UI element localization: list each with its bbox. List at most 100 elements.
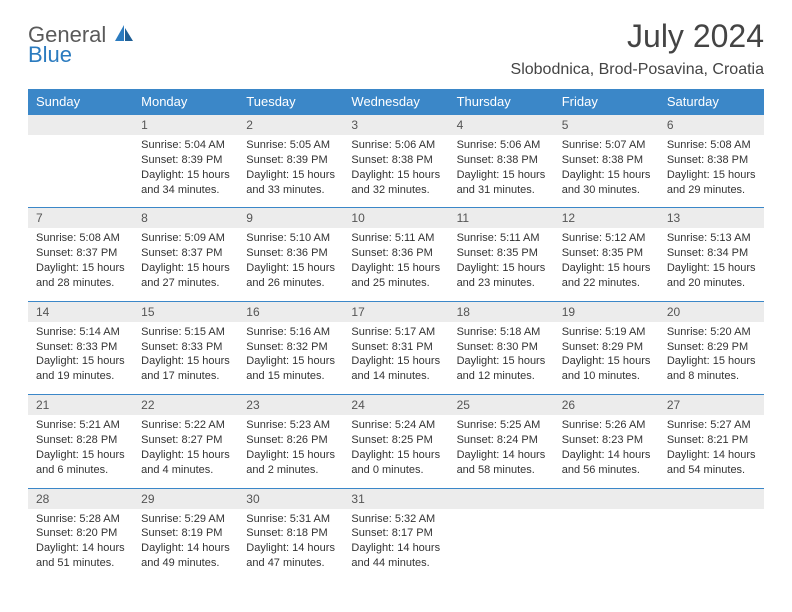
calendar-page: General Blue July 2024 Slobodnica, Brod-… [0,0,792,599]
day-line: Daylight: 15 hours [667,261,756,276]
day-cell: Sunrise: 5:26 AMSunset: 8:23 PMDaylight:… [554,415,659,488]
sail-icon [114,24,134,42]
day-line: Sunset: 8:38 PM [351,153,440,168]
day-line: Daylight: 15 hours [457,168,546,183]
day-line: Sunset: 8:36 PM [351,246,440,261]
day-line: Sunset: 8:26 PM [246,433,335,448]
day-line: Sunrise: 5:17 AM [351,325,440,340]
day-line: Sunrise: 5:28 AM [36,512,125,527]
day-line: Daylight: 15 hours [141,261,230,276]
day-cell: Sunrise: 5:32 AMSunset: 8:17 PMDaylight:… [343,509,448,581]
day-line: and 25 minutes. [351,276,440,291]
day-line: Daylight: 15 hours [351,261,440,276]
day-number: 17 [343,301,448,322]
day-number: 16 [238,301,343,322]
day-number: 10 [343,208,448,229]
day-number: 19 [554,301,659,322]
day-content-row: Sunrise: 5:04 AMSunset: 8:39 PMDaylight:… [28,135,764,208]
day-number-row: 123456 [28,115,764,136]
day-number: 18 [449,301,554,322]
day-line: Sunset: 8:19 PM [141,526,230,541]
day-cell: Sunrise: 5:08 AMSunset: 8:37 PMDaylight:… [28,228,133,301]
day-number: 29 [133,488,238,509]
day-number: 23 [238,395,343,416]
day-line: Daylight: 15 hours [562,168,651,183]
day-cell: Sunrise: 5:09 AMSunset: 8:37 PMDaylight:… [133,228,238,301]
day-line: and 8 minutes. [667,369,756,384]
day-line: Sunset: 8:35 PM [457,246,546,261]
logo-accent: Blue [28,44,134,66]
day-cell: Sunrise: 5:27 AMSunset: 8:21 PMDaylight:… [659,415,764,488]
day-cell: Sunrise: 5:07 AMSunset: 8:38 PMDaylight:… [554,135,659,208]
day-line: and 31 minutes. [457,183,546,198]
calendar-body: 123456Sunrise: 5:04 AMSunset: 8:39 PMDay… [28,115,764,581]
day-cell [28,135,133,208]
day-line: Sunset: 8:36 PM [246,246,335,261]
day-number-row: 14151617181920 [28,301,764,322]
day-line: Daylight: 15 hours [246,448,335,463]
day-number: 3 [343,115,448,136]
day-number: 15 [133,301,238,322]
day-content-row: Sunrise: 5:28 AMSunset: 8:20 PMDaylight:… [28,509,764,581]
day-number [28,115,133,136]
day-line: Sunrise: 5:10 AM [246,231,335,246]
day-line: Sunrise: 5:32 AM [351,512,440,527]
day-line: Daylight: 14 hours [36,541,125,556]
day-cell [449,509,554,581]
day-cell: Sunrise: 5:24 AMSunset: 8:25 PMDaylight:… [343,415,448,488]
day-line: Sunrise: 5:12 AM [562,231,651,246]
day-number [659,488,764,509]
day-line: Daylight: 15 hours [351,354,440,369]
header: General Blue July 2024 Slobodnica, Brod-… [28,18,764,79]
day-cell: Sunrise: 5:23 AMSunset: 8:26 PMDaylight:… [238,415,343,488]
day-line: Daylight: 14 hours [351,541,440,556]
day-line: and 19 minutes. [36,369,125,384]
day-line: Daylight: 15 hours [36,261,125,276]
day-line: Sunset: 8:38 PM [562,153,651,168]
day-line: Sunset: 8:23 PM [562,433,651,448]
day-line: Daylight: 14 hours [457,448,546,463]
day-cell: Sunrise: 5:05 AMSunset: 8:39 PMDaylight:… [238,135,343,208]
day-line: Sunset: 8:37 PM [141,246,230,261]
day-header: Tuesday [238,89,343,115]
day-line: and 33 minutes. [246,183,335,198]
day-line: Sunrise: 5:14 AM [36,325,125,340]
day-line: Sunset: 8:24 PM [457,433,546,448]
day-line: Sunrise: 5:25 AM [457,418,546,433]
day-cell: Sunrise: 5:18 AMSunset: 8:30 PMDaylight:… [449,322,554,395]
day-line: Sunset: 8:25 PM [351,433,440,448]
day-line: and 34 minutes. [141,183,230,198]
day-line: Sunrise: 5:21 AM [36,418,125,433]
day-line: Daylight: 15 hours [36,354,125,369]
day-line: and 12 minutes. [457,369,546,384]
day-line: Sunset: 8:17 PM [351,526,440,541]
logo-text: General Blue [28,24,134,66]
day-line: Sunrise: 5:19 AM [562,325,651,340]
day-line: Sunset: 8:30 PM [457,340,546,355]
day-line: Sunset: 8:39 PM [246,153,335,168]
day-line: and 54 minutes. [667,463,756,478]
day-number: 24 [343,395,448,416]
day-line: Sunset: 8:39 PM [141,153,230,168]
day-line: Daylight: 15 hours [246,168,335,183]
day-line: Daylight: 15 hours [667,354,756,369]
day-cell: Sunrise: 5:06 AMSunset: 8:38 PMDaylight:… [343,135,448,208]
day-line: Sunset: 8:27 PM [141,433,230,448]
day-number: 20 [659,301,764,322]
day-line: Sunset: 8:28 PM [36,433,125,448]
day-line: Sunrise: 5:13 AM [667,231,756,246]
day-line: Sunset: 8:33 PM [141,340,230,355]
day-line: Sunrise: 5:16 AM [246,325,335,340]
day-line: Daylight: 15 hours [351,168,440,183]
day-content-row: Sunrise: 5:21 AMSunset: 8:28 PM Daylight:… [28,415,764,488]
day-line: Sunset: 8:31 PM [351,340,440,355]
calendar-table: Sunday Monday Tuesday Wednesday Thursday… [28,89,764,581]
day-line: and 20 minutes. [667,276,756,291]
day-line: Daylight: 15 hours [562,261,651,276]
day-number: 12 [554,208,659,229]
day-header: Thursday [449,89,554,115]
day-line: Sunset: 8:37 PM [36,246,125,261]
day-number: 21 [28,395,133,416]
day-line: and 6 minutes. [36,463,125,478]
day-line: Sunrise: 5:04 AM [141,138,230,153]
